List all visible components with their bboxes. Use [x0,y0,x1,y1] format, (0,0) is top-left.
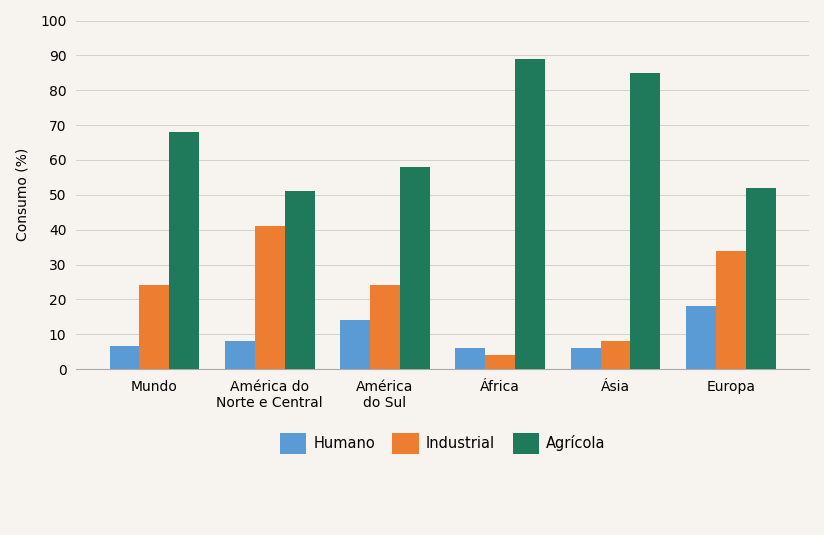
Bar [570,348,601,369]
Bar [630,73,661,369]
Bar [686,307,716,369]
Bar [170,132,199,369]
Bar [285,192,315,369]
Bar [340,320,370,369]
Bar [601,341,630,369]
Bar [370,286,400,369]
Legend: Humano, Industrial, Agrícola: Humano, Industrial, Agrícola [274,427,611,460]
Bar [716,250,746,369]
Bar [746,188,775,369]
Bar [110,347,139,369]
Bar [255,226,285,369]
Bar [225,341,255,369]
Y-axis label: Consumo (%): Consumo (%) [15,148,29,241]
Bar [485,355,515,369]
Bar [456,348,485,369]
Bar [515,59,545,369]
Bar [139,286,170,369]
Bar [400,167,430,369]
